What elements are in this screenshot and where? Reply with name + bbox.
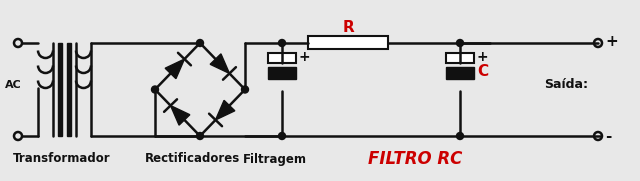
Text: Rectificadores: Rectificadores	[145, 153, 241, 165]
Bar	[268, 67, 296, 79]
Circle shape	[241, 86, 248, 93]
Text: R: R	[342, 20, 354, 35]
Polygon shape	[216, 100, 235, 120]
Bar	[446, 67, 474, 79]
Bar	[67, 43, 71, 136]
Circle shape	[196, 132, 204, 140]
Circle shape	[278, 39, 285, 47]
Text: +: +	[299, 50, 310, 64]
Circle shape	[278, 132, 285, 140]
Polygon shape	[210, 54, 230, 73]
Text: +: +	[477, 50, 488, 64]
Text: +: +	[605, 35, 618, 49]
Bar	[446, 53, 474, 63]
Circle shape	[456, 132, 463, 140]
Bar	[58, 43, 62, 136]
Text: C: C	[477, 64, 488, 79]
Bar	[308, 36, 388, 49]
Text: -: -	[605, 129, 611, 144]
Circle shape	[196, 39, 204, 47]
Polygon shape	[170, 106, 190, 125]
Text: Transformador: Transformador	[13, 153, 111, 165]
Polygon shape	[165, 59, 184, 79]
Text: AC: AC	[5, 79, 22, 89]
Text: FILTRO RC: FILTRO RC	[368, 150, 462, 168]
Bar	[268, 53, 296, 63]
Circle shape	[152, 86, 159, 93]
Circle shape	[456, 39, 463, 47]
Text: Saída:: Saída:	[544, 78, 588, 91]
Text: Filtragem: Filtragem	[243, 153, 307, 165]
